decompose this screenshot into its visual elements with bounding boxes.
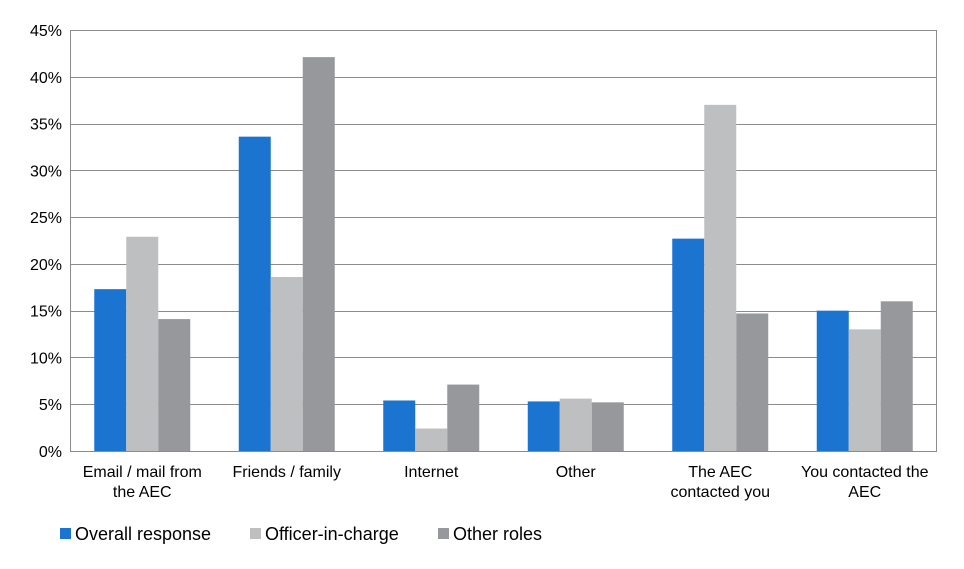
y-tick-label: 15% — [30, 304, 62, 321]
x-category-label: The AEC — [688, 464, 752, 481]
bar-overall-response — [816, 310, 849, 451]
y-tick-label: 20% — [30, 257, 62, 274]
bar-other-roles — [447, 384, 480, 451]
bars — [94, 57, 913, 452]
bar-other-roles — [736, 313, 769, 451]
legend: Overall response Officer-in-charge Other r… — [60, 524, 542, 544]
bar-overall-response — [383, 400, 416, 451]
x-category-label: Internet — [404, 464, 459, 481]
x-category-label: contacted you — [670, 484, 770, 501]
y-tick-label: 35% — [30, 117, 62, 134]
bar-other-roles — [880, 301, 913, 451]
bar-overall-response — [527, 401, 560, 451]
x-axis-category-labels: Email / mail from the AEC Friends / family… — [83, 464, 929, 501]
bar-other-roles — [158, 319, 191, 451]
bar-officer-in-charge — [415, 428, 448, 451]
bar-officer-in-charge — [126, 236, 159, 451]
gridlines — [70, 30, 937, 405]
legend-label: Officer-in-charge — [265, 524, 399, 544]
y-tick-label: 45% — [30, 23, 62, 40]
bar-officer-in-charge — [704, 104, 737, 451]
y-tick-label: 40% — [30, 70, 62, 87]
legend-label: Other roles — [453, 524, 542, 544]
legend-label: Overall response — [75, 524, 211, 544]
y-tick-label: 25% — [30, 210, 62, 227]
legend-swatch — [438, 528, 449, 539]
bar-officer-in-charge — [270, 276, 303, 451]
x-category-label: the AEC — [113, 484, 172, 501]
x-category-label: You contacted the — [801, 464, 929, 481]
bar-overall-response — [238, 136, 271, 452]
y-axis-tick-labels: 0% 5% 10% 15% 20% 25% 30% 35% 40% 45% — [30, 23, 62, 461]
y-tick-label: 10% — [30, 350, 62, 367]
bar-overall-response — [94, 289, 127, 451]
y-tick-label: 5% — [39, 397, 62, 414]
legend-swatch — [60, 528, 71, 539]
bar-officer-in-charge — [848, 329, 881, 451]
x-category-label: Email / mail from — [83, 464, 202, 481]
bar-overall-response — [672, 238, 705, 451]
x-category-label: AEC — [848, 484, 881, 501]
y-tick-label: 30% — [30, 163, 62, 180]
y-tick-label: 0% — [39, 444, 62, 461]
bar-other-roles — [591, 402, 624, 451]
x-category-label: Friends / family — [233, 464, 341, 481]
x-category-label: Other — [556, 464, 597, 481]
axes — [70, 30, 937, 452]
bar-other-roles — [302, 57, 335, 452]
bar-officer-in-charge — [559, 398, 592, 451]
legend-swatch — [250, 528, 261, 539]
